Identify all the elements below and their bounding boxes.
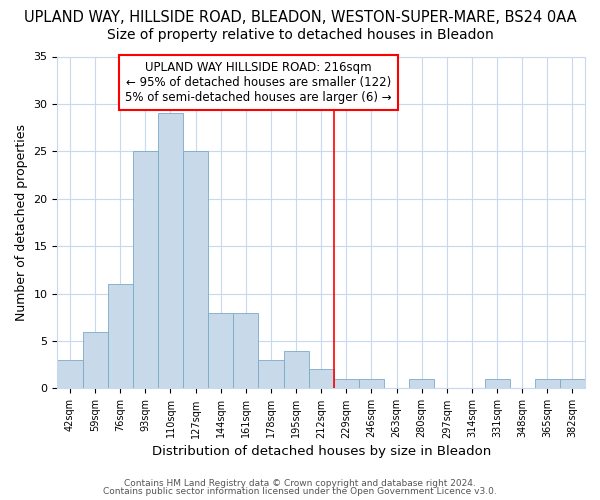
Text: UPLAND WAY HILLSIDE ROAD: 216sqm
← 95% of detached houses are smaller (122)
5% o: UPLAND WAY HILLSIDE ROAD: 216sqm ← 95% o…: [125, 61, 392, 104]
Text: Size of property relative to detached houses in Bleadon: Size of property relative to detached ho…: [107, 28, 493, 42]
Bar: [158, 114, 183, 388]
Bar: [334, 379, 359, 388]
Bar: [233, 312, 259, 388]
Y-axis label: Number of detached properties: Number of detached properties: [15, 124, 28, 321]
Text: Contains HM Land Registry data © Crown copyright and database right 2024.: Contains HM Land Registry data © Crown c…: [124, 478, 476, 488]
Bar: [359, 379, 384, 388]
Bar: [485, 379, 509, 388]
Bar: [83, 332, 107, 388]
X-axis label: Distribution of detached houses by size in Bleadon: Distribution of detached houses by size …: [152, 444, 491, 458]
Bar: [183, 152, 208, 388]
Bar: [259, 360, 284, 388]
Bar: [535, 379, 560, 388]
Text: UPLAND WAY, HILLSIDE ROAD, BLEADON, WESTON-SUPER-MARE, BS24 0AA: UPLAND WAY, HILLSIDE ROAD, BLEADON, WEST…: [23, 10, 577, 25]
Bar: [409, 379, 434, 388]
Bar: [284, 350, 308, 389]
Bar: [560, 379, 585, 388]
Bar: [58, 360, 83, 388]
Bar: [208, 312, 233, 388]
Bar: [308, 370, 334, 388]
Bar: [107, 284, 133, 389]
Text: Contains public sector information licensed under the Open Government Licence v3: Contains public sector information licen…: [103, 487, 497, 496]
Bar: [133, 152, 158, 388]
